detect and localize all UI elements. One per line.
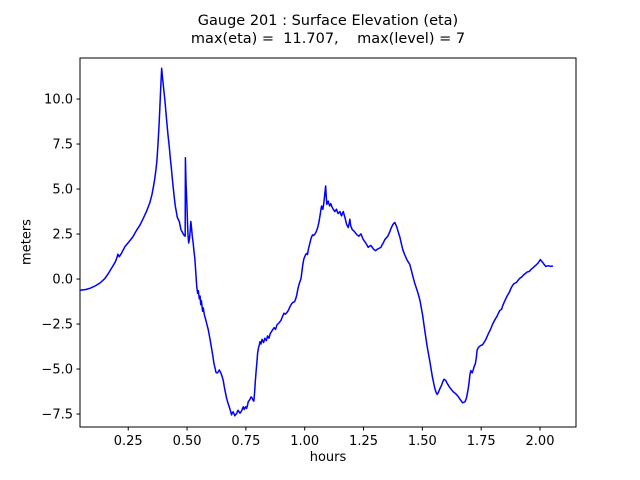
x-tick-label: 1.00 (290, 434, 319, 449)
chart-title: Gauge 201 : Surface Elevation (eta) (197, 13, 459, 29)
eta-series-line (79, 67, 554, 417)
x-tick-label: 1.25 (349, 434, 378, 449)
y-tick-label: −5.0 (41, 363, 73, 378)
y-tick-label: 2.5 (52, 228, 73, 243)
x-tick-label: 0.50 (173, 434, 202, 449)
y-tick-label: 5.0 (52, 183, 73, 198)
x-axis-label: hours (309, 450, 347, 465)
y-tick-label: 10.0 (44, 93, 73, 108)
y-tick-label: −7.5 (41, 408, 73, 423)
chart-subtitle: max(eta) = 11.707, max(level) = 7 (190, 31, 466, 47)
y-tick-label: 0.0 (52, 273, 73, 288)
x-tick-label: 1.50 (408, 434, 437, 449)
x-tick-label: 0.75 (231, 434, 260, 449)
y-axis-label: meters (19, 219, 35, 265)
plot-frame (79, 57, 577, 428)
x-tick-label: 2.00 (526, 434, 555, 449)
x-tick-label: 1.75 (467, 434, 496, 449)
y-tick-label: −2.5 (41, 318, 73, 333)
x-tick-label: 0.25 (114, 434, 143, 449)
y-tick-label: 7.5 (52, 138, 73, 153)
